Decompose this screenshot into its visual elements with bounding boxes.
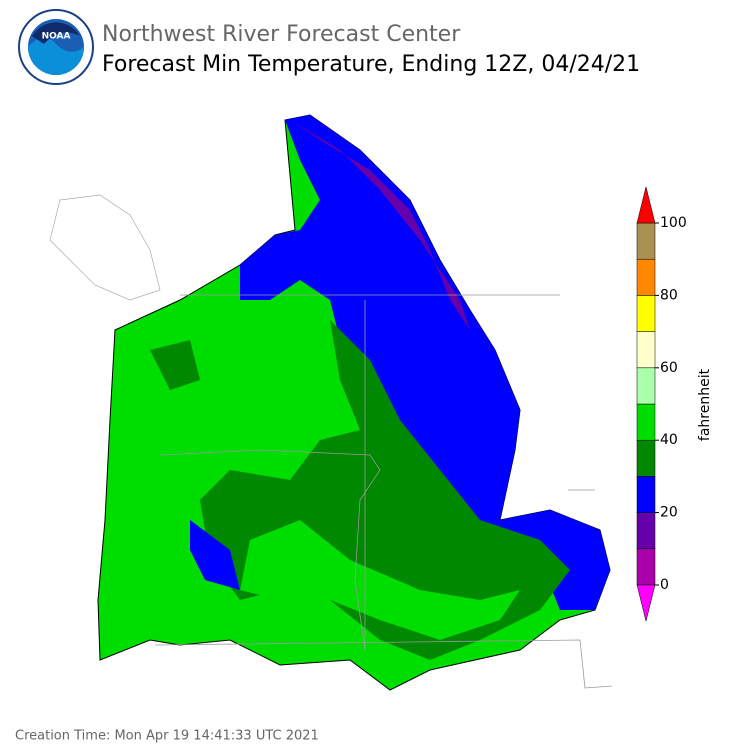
colorbar-bin xyxy=(636,439,656,477)
colorbar-bin xyxy=(636,476,656,513)
logo-text: NOAA xyxy=(42,32,71,42)
colorbar-bin xyxy=(636,295,656,332)
map xyxy=(49,114,613,691)
colorbar-tick-label: 60 xyxy=(660,360,678,376)
colorbar-bin xyxy=(636,331,656,369)
colorbar-tick-label: 100 xyxy=(660,215,687,231)
title: Northwest River Forecast Center xyxy=(102,22,461,47)
creation-time: Creation Time: Mon Apr 19 14:41:33 UTC 2… xyxy=(15,729,319,744)
colorbar-bin xyxy=(636,258,656,296)
colorbar: fahrenheit 0 20 40 60 80 100 xyxy=(636,186,713,622)
colorbar-over xyxy=(636,186,656,224)
colorbar-tick-label: 80 xyxy=(660,287,678,303)
colorbar-bin xyxy=(636,367,656,405)
colorbar-label: fahrenheit xyxy=(697,368,713,441)
subtitle: Forecast Min Temperature, Ending 12Z, 04… xyxy=(102,52,640,77)
colorbar-bin xyxy=(636,512,656,550)
colorbar-tick-label: 20 xyxy=(660,505,678,521)
colorbar-under xyxy=(636,584,656,622)
colorbar-tick-label: 40 xyxy=(660,432,678,448)
logo: NOAA xyxy=(18,9,94,85)
colorbar-bin xyxy=(636,403,656,441)
colorbar-bin xyxy=(636,222,656,260)
colorbar-tick-label: 0 xyxy=(660,577,669,593)
colorbar-bin xyxy=(636,548,656,586)
